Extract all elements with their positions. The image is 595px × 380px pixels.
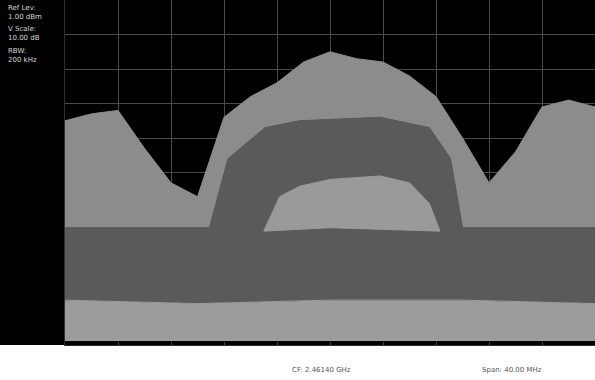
svg-text:CF: 2.46140 GHz: CF: 2.46140 GHz: [292, 366, 351, 374]
svg-text:RBW:200 kHz: RBW:200 kHz: [8, 47, 37, 64]
svg-text:V Scale:10.00 dB: V Scale:10.00 dB: [8, 25, 40, 42]
svg-text:Ref Lev:1.00 dBm: Ref Lev:1.00 dBm: [8, 4, 42, 21]
svg-text:Span: 40.00 MHz: Span: 40.00 MHz: [482, 366, 542, 374]
